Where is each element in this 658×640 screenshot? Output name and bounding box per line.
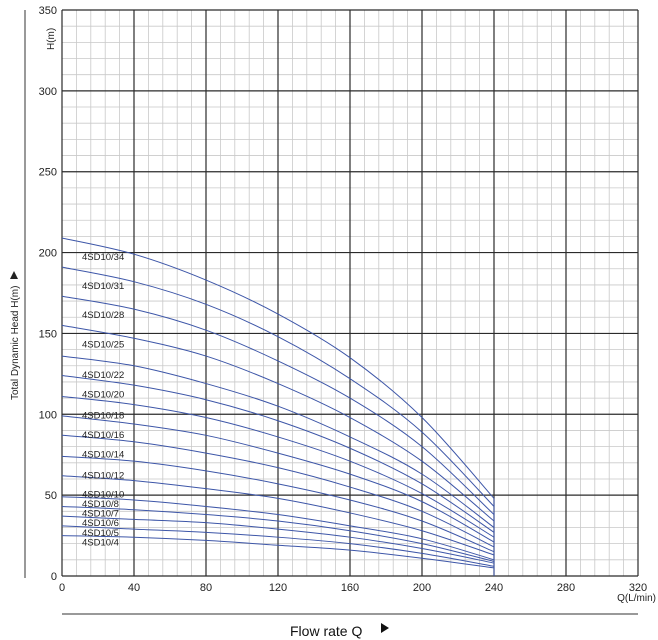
- y-axis-title-text: Total Dynamic Head H(m): [10, 286, 21, 400]
- y-tick-label: 300: [39, 86, 57, 98]
- x-tick-label: 40: [128, 582, 140, 594]
- x-tick-labels: 0 40 80 120 160 200 240 280 320: [59, 582, 647, 594]
- curve-label-4sd10-31: 4SD10/31: [82, 281, 124, 292]
- y-tick-label: 200: [39, 248, 57, 260]
- x-tick-label: 240: [485, 582, 503, 594]
- curve-4sd10-12: [61, 455, 495, 553]
- y-axis-arrow-icon: [10, 271, 18, 279]
- curve-label-4sd10-10: 4SD10/10: [82, 490, 124, 501]
- curve-label-4sd10-4: 4SD10/4: [82, 538, 119, 549]
- x-tick-label: 200: [413, 582, 431, 594]
- curve-4sd10-20: [61, 374, 495, 533]
- x-axis-arrow-icon: [381, 623, 389, 633]
- curve-label-4sd10-34: 4SD10/34: [82, 252, 124, 263]
- curve-labels: 4SD10/34 4SD10/31 4SD10/28 4SD10/25 4SD10/22…: [82, 252, 124, 549]
- curve-4sd10-31: [61, 266, 495, 507]
- curve-label-4sd10-16: 4SD10/16: [82, 430, 124, 441]
- curve-4sd10-25: [61, 324, 495, 522]
- y-tick-labels: 0 50 100 150 200 250 300 350: [39, 5, 57, 583]
- x-axis-title-text: Flow rate Q: [290, 623, 362, 639]
- curve-label-4sd10-5: 4SD10/5: [82, 528, 119, 539]
- y-axis-title: Total Dynamic Head H(m): [10, 271, 21, 400]
- x-tick-label: 280: [557, 582, 575, 594]
- curve-label-4sd10-22: 4SD10/22: [82, 370, 124, 381]
- curve-4sd10-28: [61, 295, 495, 515]
- curve-4sd10-4: [61, 535, 495, 569]
- y-tick-label: 100: [39, 409, 57, 421]
- y-tick-label: 350: [39, 5, 57, 17]
- curve-label-4sd10-25: 4SD10/25: [82, 339, 124, 350]
- curve-label-4sd10-20: 4SD10/20: [82, 389, 124, 400]
- curve-4sd10-16: [61, 415, 495, 543]
- curve-label-4sd10-8: 4SD10/8: [82, 499, 119, 510]
- y-unit-label: H(m): [46, 28, 57, 50]
- curve-label-4sd10-18: 4SD10/18: [82, 410, 124, 421]
- y-tick-label: 250: [39, 167, 57, 179]
- curve-4sd10-18: [61, 396, 495, 538]
- curve-label-4sd10-28: 4SD10/28: [82, 310, 124, 321]
- y-tick-label: 150: [39, 328, 57, 340]
- x-axis-title: Flow rate Q: [290, 623, 389, 639]
- curve-4sd10-22: [61, 355, 495, 528]
- y-tick-label: 0: [51, 571, 57, 583]
- curve-4sd10-6: [61, 515, 495, 564]
- x-tick-label: 160: [341, 582, 359, 594]
- curve-4sd10-8: [61, 496, 495, 561]
- curve-4sd10-10: [61, 475, 495, 556]
- curve-label-4sd10-14: 4SD10/14: [82, 449, 124, 460]
- major-grid: [61, 9, 639, 577]
- x-tick-label: 120: [269, 582, 287, 594]
- curve-4sd10-14: [61, 434, 495, 548]
- minor-grid: [62, 10, 638, 576]
- curve-label-4sd10-12: 4SD10/12: [82, 470, 124, 481]
- curve-4sd10-5: [61, 525, 495, 567]
- y-tick-label: 50: [45, 490, 57, 502]
- curve-label-4sd10-6: 4SD10/6: [82, 518, 119, 529]
- x-unit-label: Q(L/min): [617, 593, 656, 604]
- x-tick-label: 80: [200, 582, 212, 594]
- x-tick-label: 320: [629, 582, 647, 594]
- curve-4sd10-34: [61, 237, 495, 499]
- x-tick-label: 0: [59, 582, 65, 594]
- curve-4sd10-7: [61, 505, 495, 562]
- curves: [61, 237, 495, 576]
- curve-label-4sd10-7: 4SD10/7: [82, 508, 119, 519]
